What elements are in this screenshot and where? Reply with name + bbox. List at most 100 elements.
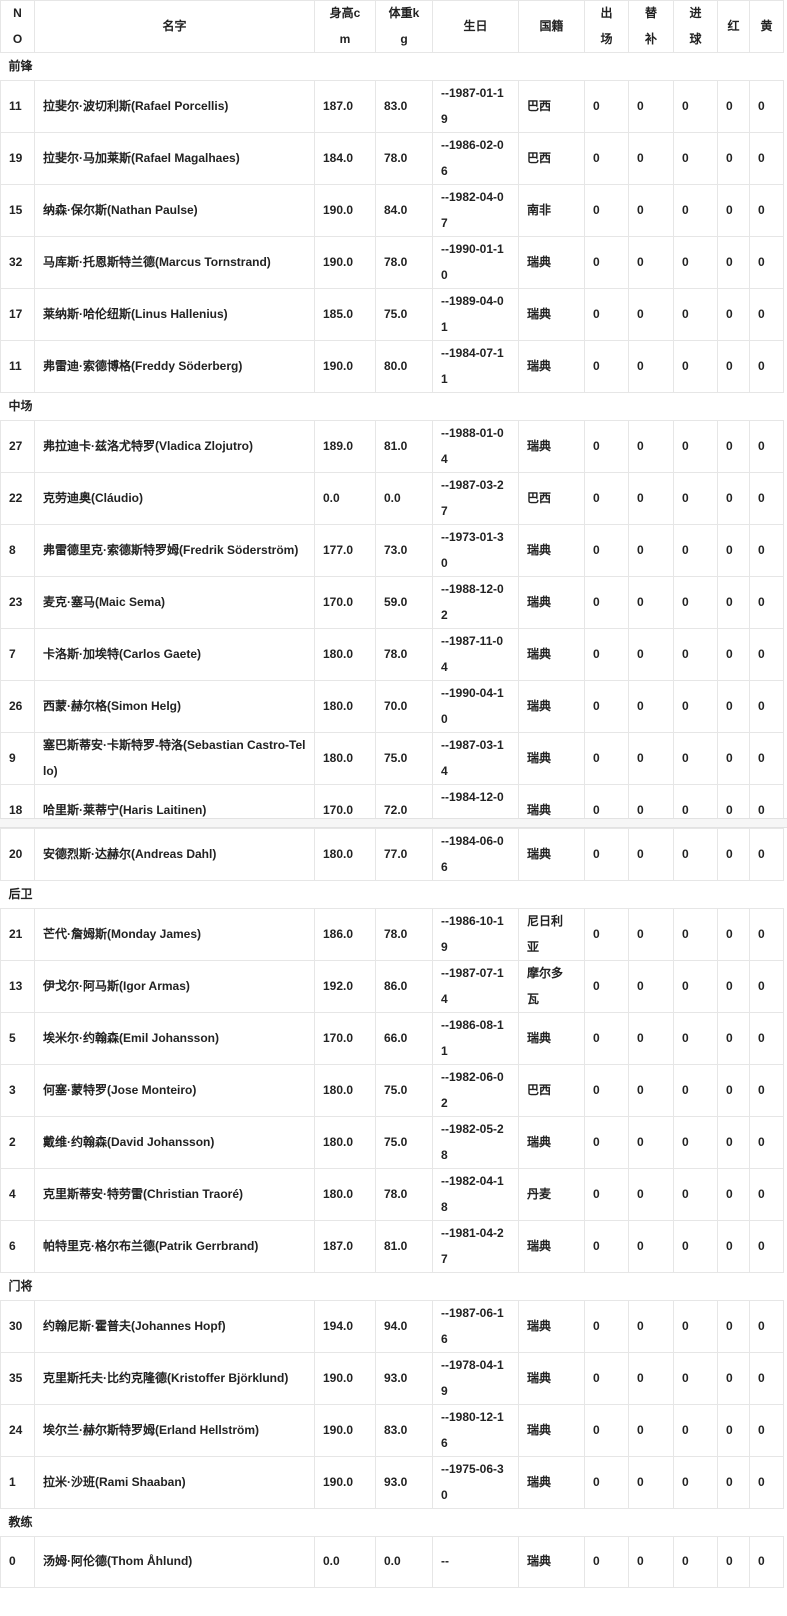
player-row[interactable]: 26 西蒙·赫尔格(Simon Helg) 180.0 70.0 --1990-04-1…: [0, 680, 784, 733]
cell-name[interactable]: 马库斯·托恩斯特兰德(Marcus Tornstrand): [34, 236, 315, 289]
cell-name[interactable]: 拉米·沙班(Rami Shaaban): [34, 1456, 315, 1509]
cell-name[interactable]: 拉斐尔·波切利斯(Rafael Porcellis): [34, 80, 315, 133]
player-row[interactable]: 30 约翰尼斯·霍普夫(Johannes Hopf) 194.0 94.0 --1987…: [0, 1300, 784, 1353]
player-row[interactable]: 17 莱纳斯·哈伦纽斯(Linus Hallenius) 185.0 75.0 --19…: [0, 288, 784, 341]
cell-birthday: --1990-01-10: [432, 236, 519, 289]
cell-substitutes: 0: [628, 680, 674, 733]
cell-appearances: 0: [584, 184, 629, 237]
cell-height: 180.0: [314, 1064, 376, 1117]
cell-nationality: 瑞典: [518, 784, 585, 818]
player-row[interactable]: 19 拉斐尔·马加莱斯(Rafael Magalhaes) 184.0 78.0 --1…: [0, 132, 784, 185]
cell-name[interactable]: 何塞·蒙特罗(Jose Monteiro): [34, 1064, 315, 1117]
player-row[interactable]: 35 克里斯托夫·比约克隆德(Kristoffer Björklund) 190.0…: [0, 1352, 784, 1405]
column-header-name[interactable]: 名字: [34, 0, 315, 53]
player-row[interactable]: 22 克劳迪奥(Cláudio) 0.0 0.0 --1987-03-27 巴西 0 0 0 0 0: [0, 472, 784, 525]
cell-name[interactable]: 埃米尔·约翰森(Emil Johansson): [34, 1012, 315, 1065]
cell-substitutes: 0: [628, 1300, 674, 1353]
cell-name[interactable]: 约翰尼斯·霍普夫(Johannes Hopf): [34, 1300, 315, 1353]
column-header-no[interactable]: NO: [0, 0, 35, 53]
cell-weight: 83.0: [375, 80, 433, 133]
player-row[interactable]: 21 芒代·詹姆斯(Monday James) 186.0 78.0 --1986-10…: [0, 908, 784, 961]
position-group-label: 门将: [0, 1272, 784, 1301]
player-row[interactable]: 11 弗雷迪·索德博格(Freddy Söderberg) 190.0 80.0 --1…: [0, 340, 784, 393]
player-row[interactable]: 0 汤姆·阿伦德(Thom Åhlund) 0.0 0.0 -- 瑞典 0 0 0 0 0: [0, 1536, 784, 1588]
cell-nationality: 瑞典: [518, 420, 585, 473]
cell-name[interactable]: 西蒙·赫尔格(Simon Helg): [34, 680, 315, 733]
column-header-height[interactable]: 身高cm: [314, 0, 376, 53]
player-row[interactable]: 4 克里斯蒂安·特劳雷(Christian Traoré) 180.0 78.0 --1…: [0, 1168, 784, 1221]
cell-birthday: --1982-05-28: [432, 1116, 519, 1169]
column-header-appearances[interactable]: 出场: [584, 0, 629, 53]
cell-appearances: 0: [584, 472, 629, 525]
cell-name[interactable]: 弗拉迪卡·兹洛尤特罗(Vladica Zlojutro): [34, 420, 315, 473]
player-row[interactable]: 24 埃尔兰·赫尔斯特罗姆(Erland Hellström) 190.0 83.0-…: [0, 1404, 784, 1457]
column-header-yellow-cards[interactable]: 黄: [749, 0, 784, 53]
cell-no: 4: [0, 1168, 35, 1221]
cell-name[interactable]: 安德烈斯·达赫尔(Andreas Dahl): [34, 828, 315, 881]
cell-name[interactable]: 弗雷迪·索德博格(Freddy Söderberg): [34, 340, 315, 393]
cell-name[interactable]: 克里斯托夫·比约克隆德(Kristoffer Björklund): [34, 1352, 315, 1405]
cell-name[interactable]: 戴维·约翰森(David Johansson): [34, 1116, 315, 1169]
cell-appearances: 0: [584, 420, 629, 473]
cell-name[interactable]: 纳森·保尔斯(Nathan Paulse): [34, 184, 315, 237]
cell-name[interactable]: 塞巴斯蒂安·卡斯特罗-特洛(Sebastian Castro-Tello): [34, 732, 315, 785]
player-row[interactable]: 13 伊戈尔·阿马斯(Igor Armas) 192.0 86.0 --1987-07-…: [0, 960, 784, 1013]
cell-name[interactable]: 弗雷德里克·索德斯特罗姆(Fredrik Söderström): [34, 524, 315, 577]
player-row[interactable]: 6 帕特里克·格尔布兰德(Patrik Gerrbrand) 187.0 81.0 --…: [0, 1220, 784, 1273]
cell-goals: 0: [673, 340, 718, 393]
player-row[interactable]: 27 弗拉迪卡·兹洛尤特罗(Vladica Zlojutro) 189.0 81.0-…: [0, 420, 784, 473]
cell-height: 190.0: [314, 236, 376, 289]
cell-name[interactable]: 芒代·詹姆斯(Monday James): [34, 908, 315, 961]
cell-name[interactable]: 麦克·塞马(Maic Sema): [34, 576, 315, 629]
player-row[interactable]: 3 何塞·蒙特罗(Jose Monteiro) 180.0 75.0 --1982-06…: [0, 1064, 784, 1117]
cell-birthday: --1982-04-18: [432, 1168, 519, 1221]
cell-weight: 75.0: [375, 1116, 433, 1169]
cell-goals: 0: [673, 236, 718, 289]
cell-birthday: --1980-12-16: [432, 1404, 519, 1457]
cell-name[interactable]: 拉斐尔·马加莱斯(Rafael Magalhaes): [34, 132, 315, 185]
cell-no: 13: [0, 960, 35, 1013]
cell-red-cards: 0: [717, 132, 750, 185]
cell-red-cards: 0: [717, 908, 750, 961]
cell-name[interactable]: 哈里斯·莱蒂宁(Haris Laitinen): [34, 784, 315, 818]
cell-birthday: --1984-06-06: [432, 828, 519, 881]
column-header-nationality[interactable]: 国籍: [518, 0, 585, 53]
player-row[interactable]: 9 塞巴斯蒂安·卡斯特罗-特洛(Sebastian Castro-Tello) 18…: [0, 732, 784, 785]
player-row[interactable]: 32 马库斯·托恩斯特兰德(Marcus Tornstrand) 190.0 78.0…: [0, 236, 784, 289]
player-row[interactable]: 1 拉米·沙班(Rami Shaaban) 190.0 93.0 --1975-06-3…: [0, 1456, 784, 1509]
column-header-weight[interactable]: 体重kg: [375, 0, 433, 53]
player-row[interactable]: 23 麦克·塞马(Maic Sema) 170.0 59.0 --1988-12-02 瑞…: [0, 576, 784, 629]
player-row[interactable]: 5 埃米尔·约翰森(Emil Johansson) 170.0 66.0 --1986-…: [0, 1012, 784, 1065]
player-row[interactable]: 2 戴维·约翰森(David Johansson) 180.0 75.0 --1982-…: [0, 1116, 784, 1169]
cell-name[interactable]: 埃尔兰·赫尔斯特罗姆(Erland Hellström): [34, 1404, 315, 1457]
cell-name[interactable]: 克里斯蒂安·特劳雷(Christian Traoré): [34, 1168, 315, 1221]
cell-goals: 0: [673, 472, 718, 525]
cell-name[interactable]: 卡洛斯·加埃特(Carlos Gaete): [34, 628, 315, 681]
cell-appearances: 0: [584, 1536, 629, 1588]
cell-name[interactable]: 帕特里克·格尔布兰德(Patrik Gerrbrand): [34, 1220, 315, 1273]
cell-name[interactable]: 克劳迪奥(Cláudio): [34, 472, 315, 525]
player-row[interactable]: 11 拉斐尔·波切利斯(Rafael Porcellis) 187.0 83.0 --1…: [0, 80, 784, 133]
cell-name[interactable]: 汤姆·阿伦德(Thom Åhlund): [34, 1536, 315, 1588]
player-row[interactable]: 15 纳森·保尔斯(Nathan Paulse) 190.0 84.0 --1982-0…: [0, 184, 784, 237]
column-header-substitutes[interactable]: 替补: [628, 0, 674, 53]
cell-name[interactable]: 伊戈尔·阿马斯(Igor Armas): [34, 960, 315, 1013]
player-row[interactable]: 7 卡洛斯·加埃特(Carlos Gaete) 180.0 78.0 --1987-11…: [0, 628, 784, 681]
cell-nationality: 摩尔多瓦: [518, 960, 585, 1013]
cell-weight: 84.0: [375, 184, 433, 237]
player-row[interactable]: 20 安德烈斯·达赫尔(Andreas Dahl) 180.0 77.0 --1984-…: [0, 828, 784, 881]
column-header-goals[interactable]: 进球: [673, 0, 718, 53]
cell-red-cards: 0: [717, 340, 750, 393]
cell-nationality: 瑞典: [518, 628, 585, 681]
cell-height: 189.0: [314, 420, 376, 473]
player-row[interactable]: 18 哈里斯·莱蒂宁(Haris Laitinen) 170.0 72.0 --1984…: [0, 784, 784, 818]
cell-name[interactable]: 莱纳斯·哈伦纽斯(Linus Hallenius): [34, 288, 315, 341]
cell-height: 190.0: [314, 340, 376, 393]
column-header-birthday[interactable]: 生日: [432, 0, 519, 53]
column-header-red-cards[interactable]: 红: [717, 0, 750, 53]
cell-appearances: 0: [584, 80, 629, 133]
cell-substitutes: 0: [628, 628, 674, 681]
player-row[interactable]: 8 弗雷德里克·索德斯特罗姆(Fredrik Söderström) 177.0 73…: [0, 524, 784, 577]
cell-birthday: --1989-04-01: [432, 288, 519, 341]
cell-substitutes: 0: [628, 732, 674, 785]
